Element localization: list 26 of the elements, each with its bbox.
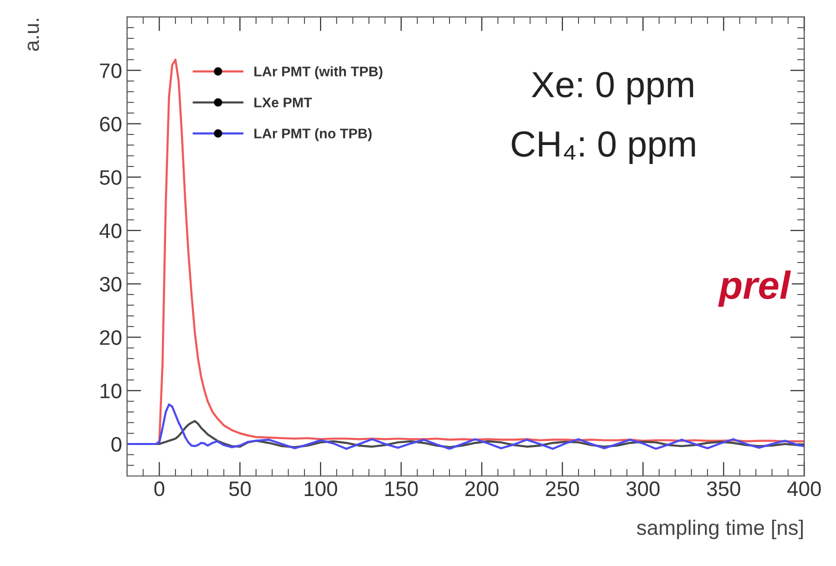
x-tick-label: 400 — [787, 481, 821, 496]
line-series — [127, 403, 804, 450]
y-tick-label: 20 — [100, 330, 122, 345]
y-tick-label: 30 — [100, 276, 122, 292]
y-axis-title: a.u. — [28, 18, 40, 51]
x-tick-label: 300 — [626, 481, 660, 496]
x-tick-label: 350 — [707, 481, 740, 496]
legend-label: LAr PMT (with TPB) — [254, 66, 382, 80]
x-tick-label: 100 — [304, 481, 338, 496]
y-tick-label: 60 — [100, 116, 122, 132]
legend-label: LAr PMT (no TPB) — [254, 128, 372, 142]
y-tick-label: 40 — [100, 223, 122, 238]
x-tick-label: 200 — [465, 481, 498, 496]
legend-label: LXe PMT — [254, 98, 312, 108]
x-tick-label: 150 — [385, 481, 418, 496]
annotation: CH₄: 0 ppm — [512, 131, 695, 164]
x-tick-label: 50 — [229, 481, 251, 496]
annotation: Xe: 0 ppm — [532, 72, 694, 105]
y-tick-label: 70 — [100, 63, 122, 78]
y-tick-label: 50 — [100, 170, 122, 185]
y-tick-label: 10 — [100, 384, 122, 398]
x-tick-label: 0 — [154, 481, 164, 496]
x-tick-label: 250 — [546, 481, 579, 496]
x-axis-title: sampling time [ns] — [636, 520, 803, 540]
annotation: prel — [718, 270, 791, 307]
y-tick-label: 0 — [111, 436, 122, 452]
